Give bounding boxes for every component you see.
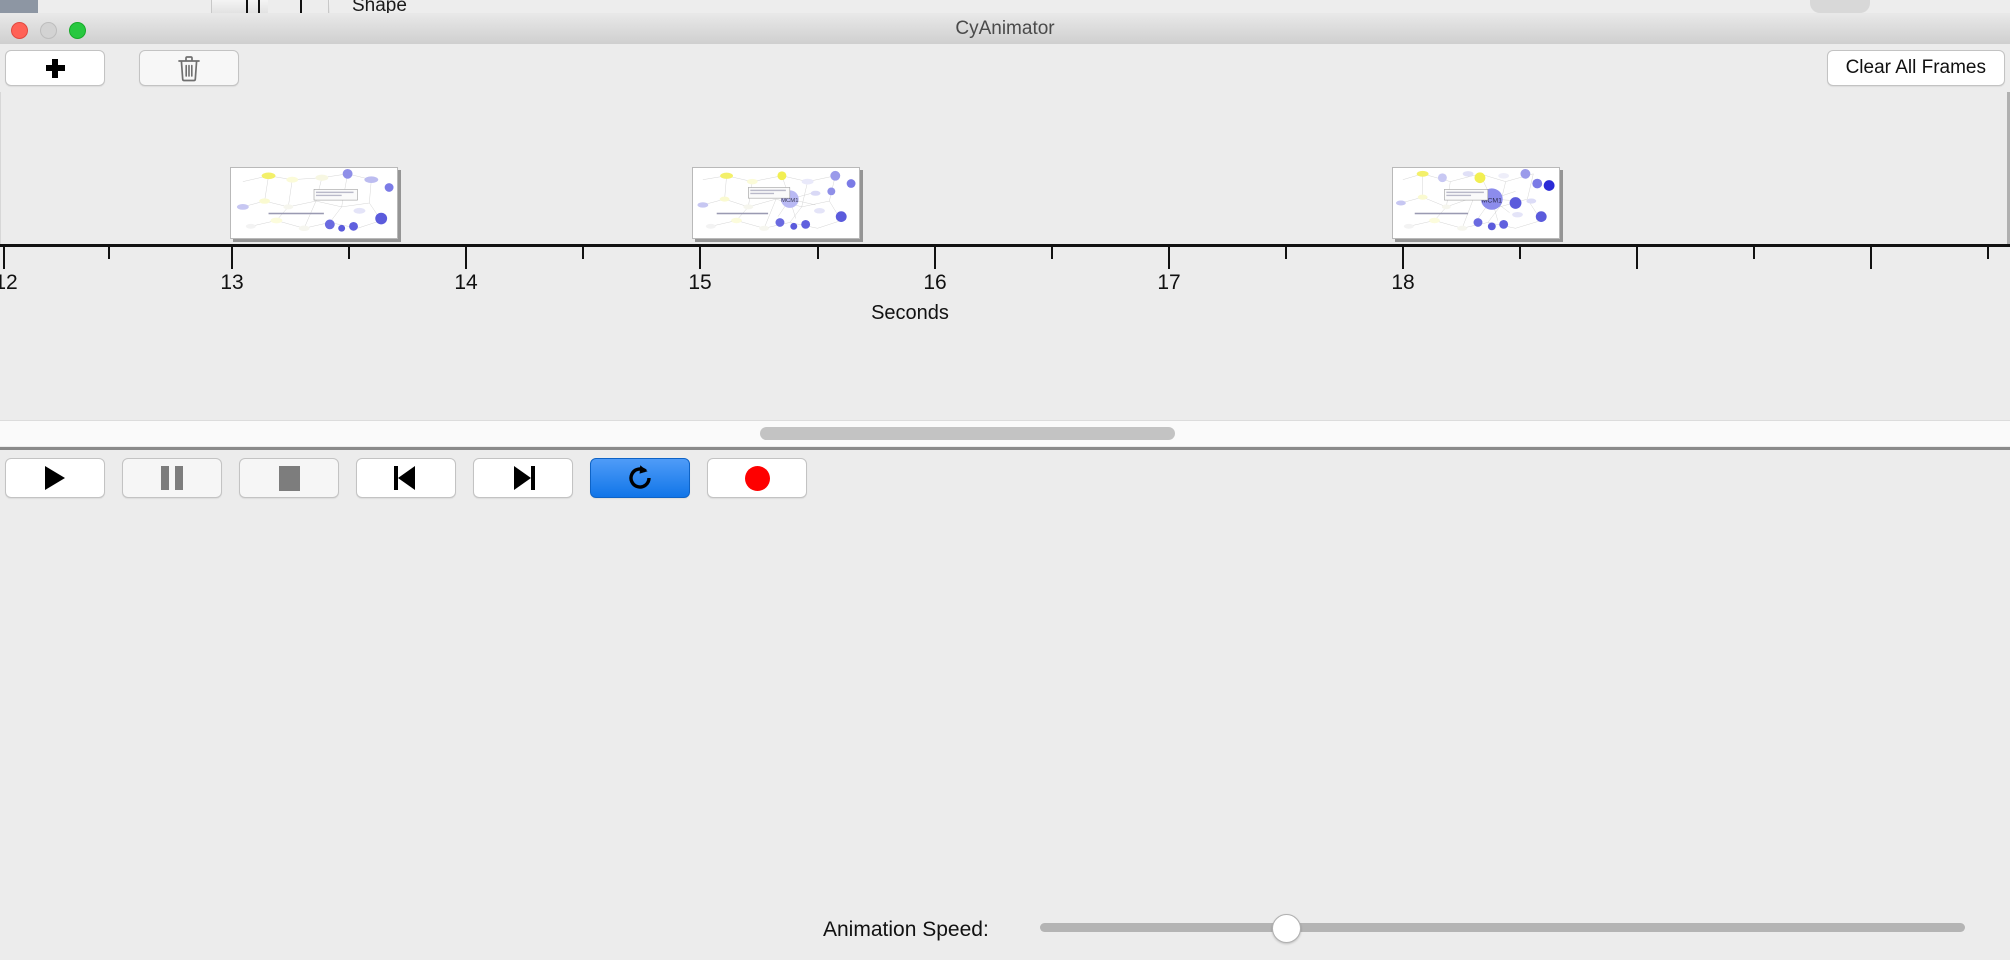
- axis-line: [0, 244, 2010, 247]
- axis-tick-major: [699, 247, 701, 269]
- horizontal-scrollbar-track[interactable]: [0, 420, 2010, 446]
- frame-thumbnail[interactable]: MCM1: [692, 167, 860, 239]
- timeline-axis[interactable]: 12 13 14 15 16 17 18 Seconds: [0, 244, 2010, 344]
- loop-icon: [629, 465, 651, 489]
- axis-tick-label: 13: [220, 271, 244, 294]
- next-frame-button[interactable]: [473, 458, 573, 498]
- axis-tick-label: 14: [454, 271, 478, 294]
- axis-tick-label: 17: [1157, 271, 1181, 294]
- frame-thumbnail[interactable]: [230, 167, 398, 239]
- axis-tick-label: 16: [923, 271, 947, 294]
- bottom-divider: [0, 447, 2010, 450]
- title-bar: CyAnimator: [0, 13, 2010, 45]
- axis-tick-minor: [348, 247, 350, 259]
- network-preview: MCM1: [693, 168, 859, 238]
- record-icon: [744, 465, 770, 491]
- axis-tick-label: 12: [0, 271, 18, 294]
- skip-end-icon: [511, 466, 535, 490]
- panel-right-edge: [2007, 92, 2010, 244]
- svg-text:MCM1: MCM1: [781, 198, 798, 204]
- loop-button[interactable]: [590, 458, 690, 498]
- close-button[interactable]: [11, 22, 28, 39]
- toolbar: Clear All Frames: [0, 44, 2010, 93]
- play-button[interactable]: [5, 458, 105, 498]
- trash-icon: [178, 55, 200, 81]
- axis-tick-major: [1402, 247, 1404, 269]
- axis-title-row: Seconds: [0, 302, 2010, 325]
- axis-tick-minor: [1519, 247, 1521, 259]
- axis-tick-minor: [1285, 247, 1287, 259]
- playback-toolbar: Animation Speed:: [0, 450, 2010, 943]
- network-preview: MCM1: [1393, 168, 1559, 238]
- play-icon: [45, 466, 65, 490]
- animation-speed-slider[interactable]: [1040, 923, 1965, 932]
- axis-tick-major: [465, 247, 467, 269]
- background-window-title: Shape: [352, 0, 407, 13]
- record-button[interactable]: [707, 458, 807, 498]
- svg-text:MCM1: MCM1: [1482, 198, 1503, 205]
- stop-icon: [278, 465, 300, 491]
- axis-title: Seconds: [871, 302, 949, 324]
- axis-tick-label: 15: [688, 271, 712, 294]
- background-window-strip: Shape: [0, 0, 2010, 13]
- axis-tick-major: [1168, 247, 1170, 269]
- axis-tick-major: [1636, 247, 1638, 269]
- minimize-button[interactable]: [40, 22, 57, 39]
- animation-speed-slider-thumb[interactable]: [1272, 914, 1301, 943]
- animation-speed-label: Animation Speed:: [823, 918, 989, 941]
- axis-tick-minor: [108, 247, 110, 259]
- axis-tick-label: 18: [1391, 271, 1415, 294]
- axis-tick-major: [934, 247, 936, 269]
- axis-tick-minor: [1753, 247, 1755, 259]
- axis-tick-minor: [1051, 247, 1053, 259]
- axis-tick-major: [1870, 247, 1872, 269]
- maximize-button[interactable]: [69, 22, 86, 39]
- axis-tick-major: [231, 247, 233, 269]
- panel-left-edge: [0, 92, 1, 244]
- skip-start-icon: [394, 466, 418, 490]
- window-controls: [11, 22, 86, 39]
- previous-frame-button[interactable]: [356, 458, 456, 498]
- pause-icon: [161, 466, 183, 490]
- axis-tick-minor: [582, 247, 584, 259]
- axis-tick-minor: [817, 247, 819, 259]
- delete-frame-button[interactable]: [139, 50, 239, 86]
- axis-tick-major: [3, 247, 5, 269]
- clear-all-frames-button[interactable]: Clear All Frames: [1826, 50, 2005, 86]
- window-title: CyAnimator: [955, 18, 1055, 39]
- add-frame-button[interactable]: [5, 50, 105, 86]
- axis-tick-minor: [1987, 247, 1989, 259]
- network-preview: [231, 168, 397, 238]
- plus-icon: [45, 58, 65, 78]
- pause-button[interactable]: [122, 458, 222, 498]
- stop-button[interactable]: [239, 458, 339, 498]
- frame-thumbnail[interactable]: MCM1: [1392, 167, 1560, 239]
- horizontal-scrollbar-thumb[interactable]: [760, 427, 1175, 440]
